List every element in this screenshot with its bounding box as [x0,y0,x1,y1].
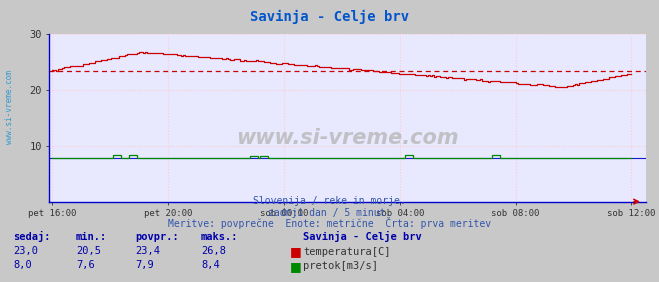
Text: www.si-vreme.com: www.si-vreme.com [237,128,459,148]
Text: 8,0: 8,0 [13,261,32,270]
Text: povpr.:: povpr.: [135,232,179,242]
Text: sedaj:: sedaj: [13,231,51,242]
Text: 8,4: 8,4 [201,261,219,270]
Text: 26,8: 26,8 [201,246,226,256]
Text: www.si-vreme.com: www.si-vreme.com [5,70,14,144]
Text: 23,0: 23,0 [13,246,38,256]
Text: Savinja - Celje brv: Savinja - Celje brv [250,10,409,24]
Text: ■: ■ [290,260,302,273]
Text: 23,4: 23,4 [135,246,160,256]
Text: Slovenija / reke in morje.: Slovenija / reke in morje. [253,197,406,206]
Text: Meritve: povprečne  Enote: metrične  Črta: prva meritev: Meritve: povprečne Enote: metrične Črta:… [168,217,491,229]
Text: 7,9: 7,9 [135,261,154,270]
Text: temperatura[C]: temperatura[C] [303,247,391,257]
Text: 7,6: 7,6 [76,261,94,270]
Text: Savinja - Celje brv: Savinja - Celje brv [303,231,422,242]
Text: 20,5: 20,5 [76,246,101,256]
Text: pretok[m3/s]: pretok[m3/s] [303,261,378,271]
Text: maks.:: maks.: [201,232,239,242]
Text: min.:: min.: [76,232,107,242]
Text: zadnji dan / 5 minut.: zadnji dan / 5 minut. [268,208,391,218]
Text: ■: ■ [290,246,302,259]
